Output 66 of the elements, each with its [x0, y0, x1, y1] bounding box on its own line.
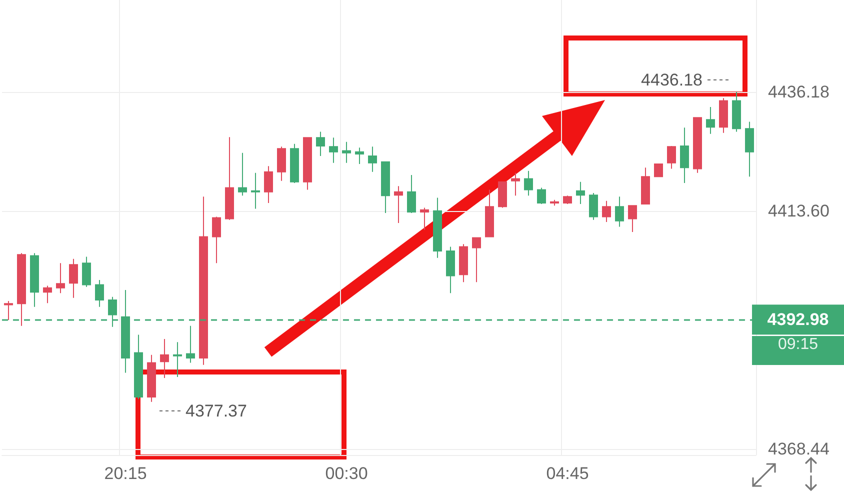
candlestick: [17, 252, 26, 326]
y-tick-label: 4368.44: [768, 439, 830, 458]
candlestick: [472, 237, 481, 283]
candlestick: [745, 121, 754, 178]
candlestick: [4, 300, 13, 321]
candlestick: [667, 146, 676, 170]
candlestick: [446, 246, 455, 294]
candlestick: [342, 141, 351, 164]
candlestick: [316, 131, 325, 157]
y-tick-label: 4413.60: [768, 201, 830, 220]
candlestick: [147, 354, 156, 402]
candlestick: [30, 252, 39, 308]
candlestick: [82, 256, 91, 288]
annotation: 4377.37: [186, 401, 247, 420]
candlestick: [589, 192, 598, 220]
candlestick: [43, 285, 52, 304]
candlestick: [264, 166, 273, 204]
candlestick: [485, 189, 494, 238]
candlestick: [615, 196, 624, 228]
time-tag: 09:15: [752, 336, 844, 365]
candlestick: [628, 205, 637, 232]
candlestick: [407, 174, 416, 214]
candlestick: [173, 342, 182, 378]
candlestick: [329, 137, 338, 164]
candlestick: [680, 127, 689, 184]
x-tick-label: 04:45: [546, 464, 589, 483]
candlestick: [69, 258, 78, 298]
candlestick: [693, 117, 702, 174]
candlestick: [511, 172, 520, 196]
candlestick: [732, 91, 741, 132]
candlestick: [303, 136, 312, 190]
candlestick: [498, 181, 507, 208]
candlestick: [160, 338, 169, 379]
x-tick-label: 20:15: [104, 464, 147, 483]
candlestick: [706, 106, 715, 134]
candlestick: [368, 146, 377, 172]
candlestick: [381, 161, 390, 214]
ref-line-label: 4392.98: [767, 310, 829, 330]
candlestick: [459, 244, 468, 283]
candlestick: [251, 172, 260, 210]
y-tick-label: 4436.18: [768, 82, 830, 102]
annotation: 4436.18: [641, 70, 702, 90]
candlestick: [277, 146, 286, 182]
candlestick: [95, 279, 104, 308]
candlestick: [433, 197, 442, 258]
candlestick: [355, 147, 364, 164]
candlestick: [654, 163, 663, 178]
candlestick: [563, 195, 572, 205]
candlestick: [420, 207, 429, 230]
candlestick: [576, 181, 585, 205]
candlestick: [719, 98, 728, 134]
candlestick: [186, 325, 195, 364]
candlestick: [134, 334, 143, 400]
candlestick: [212, 216, 221, 264]
candlestick: [641, 167, 650, 205]
candlestick: [602, 200, 611, 222]
candlestick: [290, 143, 299, 184]
candlestick: [537, 187, 546, 205]
x-tick-label: 00:30: [325, 464, 368, 483]
candlestick: [225, 136, 234, 220]
candlestick: [550, 199, 559, 206]
candlestick: [524, 170, 533, 196]
candlestick: [394, 186, 403, 224]
candlestick: [238, 152, 247, 196]
candlestick: [199, 196, 208, 366]
candlestick: [56, 262, 65, 294]
